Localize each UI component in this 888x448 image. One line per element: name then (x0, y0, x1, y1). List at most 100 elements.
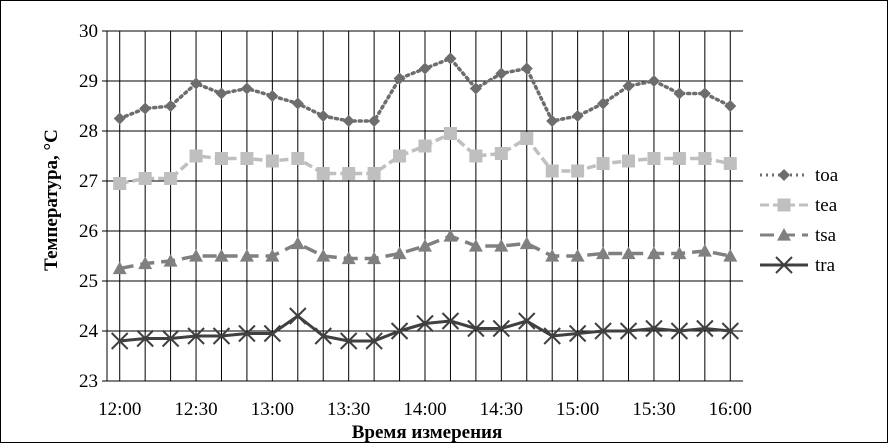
x-tick-label: 14:30 (480, 399, 523, 420)
data-point-toa (393, 72, 406, 85)
data-point-toa (164, 100, 177, 112)
data-point-tra-stroke (289, 307, 307, 325)
data-point-toa (317, 110, 330, 122)
data-point-tsa (138, 256, 153, 270)
data-point-toa (291, 97, 304, 110)
data-point-toa (215, 87, 228, 100)
data-point-toa (342, 115, 355, 127)
data-point-tea (316, 167, 330, 180)
data-point-tea (291, 152, 305, 165)
y-tick-label: 23 (79, 371, 98, 392)
x-tick-label: 16:00 (709, 399, 752, 420)
data-point-tra-stroke (670, 322, 689, 340)
data-point-tsa (163, 254, 178, 267)
data-point-tra (314, 327, 332, 345)
legend-entry-tea: tea (760, 195, 838, 216)
data-point-tra (289, 307, 307, 325)
data-point-toa (520, 62, 533, 75)
data-point-tsa (621, 246, 636, 260)
legend-label-tra: tra (815, 255, 836, 276)
data-point-tsa (596, 246, 611, 260)
data-point-tra-stroke (212, 327, 231, 345)
data-point-tea (698, 152, 712, 165)
data-point-tsa (239, 249, 254, 262)
data-point-tra-stroke (111, 332, 129, 350)
data-point-tra (339, 332, 358, 350)
data-point-tsa (519, 236, 534, 250)
data-point-toa (469, 82, 482, 95)
y-tick-label: 26 (79, 221, 98, 242)
data-point-tra-stroke (645, 319, 663, 338)
x-tick-label: 15:30 (632, 399, 675, 420)
data-point-tra-stroke (518, 312, 536, 330)
y-tick-label: 28 (79, 121, 98, 142)
y-tick-label: 25 (79, 271, 98, 292)
data-point-tra-stroke (339, 332, 358, 350)
data-point-tra (441, 312, 460, 330)
data-point-toa (444, 52, 457, 65)
data-point-tea (214, 152, 228, 165)
data-point-tra (187, 327, 205, 345)
data-point-tsa (672, 246, 687, 260)
legend-marker-tsa (777, 228, 791, 241)
data-point-tsa (545, 249, 560, 262)
x-tick-label: 14:00 (403, 399, 446, 420)
x-tick-label: 12:30 (174, 399, 217, 420)
data-point-toa (724, 100, 737, 112)
legend: toa tea tsa tra (760, 165, 839, 276)
legend-label-toa: toa (815, 165, 839, 186)
x-tick-label: 13:00 (251, 399, 294, 420)
data-point-tea (520, 132, 534, 145)
data-point-tra-stroke (467, 319, 485, 338)
data-point-tra (543, 327, 561, 345)
data-point-tsa (112, 261, 127, 275)
data-point-tra-stroke (161, 329, 180, 348)
axes (102, 30, 743, 382)
data-point-tea (571, 164, 585, 178)
legend-marker-toa (778, 169, 790, 181)
series-tea (113, 127, 737, 190)
data-point-tra (492, 319, 511, 338)
data-point-tsa (341, 251, 356, 265)
data-point-tra (111, 332, 129, 350)
data-point-tsa (290, 236, 305, 250)
y-axis-title: Температура, °C (41, 129, 62, 271)
y-tick-label: 27 (79, 171, 98, 192)
legend-entry-tra: tra (760, 255, 836, 276)
data-point-toa (240, 82, 253, 95)
data-point-tsa (418, 239, 432, 252)
series-toa (113, 52, 737, 127)
data-point-tsa (265, 249, 280, 262)
y-tick-label: 24 (79, 321, 99, 342)
data-point-tra (238, 324, 256, 343)
data-point-tra (619, 322, 638, 340)
data-point-tra-stroke (136, 329, 154, 348)
data-point-tra-stroke (314, 327, 332, 345)
data-point-tea (367, 167, 381, 180)
x-axis-title: Время измерения (352, 422, 503, 443)
data-point-tsa (697, 244, 712, 257)
data-point-tra (645, 319, 663, 338)
data-point-tra-stroke (721, 322, 739, 340)
data-point-tra-stroke (492, 319, 511, 338)
data-point-toa (597, 97, 610, 110)
data-point-tsa (392, 246, 407, 260)
legend-label-tea: tea (815, 195, 838, 216)
data-point-tea (138, 172, 152, 185)
data-point-tra-stroke (543, 327, 561, 345)
data-point-tra-stroke (568, 324, 587, 343)
x-tick-label: 13:30 (327, 399, 370, 420)
data-point-tra-stroke (619, 322, 638, 340)
y-tick-label: 29 (79, 71, 98, 92)
data-point-tra (696, 319, 714, 338)
data-point-tra (467, 319, 485, 338)
data-point-tra (518, 312, 536, 330)
data-point-tra-stroke (365, 332, 383, 350)
x-tick-label: 15:00 (556, 399, 599, 420)
data-point-tea (596, 157, 610, 170)
data-point-tsa (367, 251, 382, 265)
data-point-tra (721, 322, 739, 340)
data-point-toa (113, 112, 126, 125)
data-point-toa (546, 115, 559, 127)
